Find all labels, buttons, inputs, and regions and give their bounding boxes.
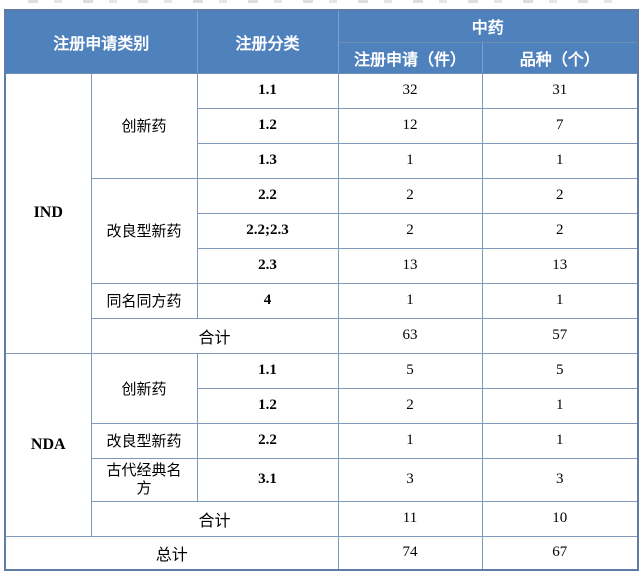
varieties-cell: 1 [481,422,639,459]
varieties-cell: 57 [481,317,639,354]
table-row: 2.2;2.3 2 2 [5,212,639,249]
varieties-cell: 10 [481,500,639,537]
ind-same-name-label: 同名同方药 [90,282,198,319]
header-applications: 注册申请（件） [337,41,483,74]
table-row: 1.2 2 1 [5,387,639,424]
tcm-registration-table: 注册申请类别 注册分类 中药 注册申请（件） 品种（个） IND 创新药 1.1… [4,9,640,571]
classification-cell: 2.2;2.3 [196,212,339,249]
applications-cell: 1 [337,142,483,179]
applications-cell: 3 [337,457,483,502]
applications-cell: 2 [337,387,483,424]
nda-classic-label: 古代经典名方 [90,457,198,502]
nda-category-cell: NDA [4,352,92,537]
varieties-cell: 31 [481,72,639,109]
nda-subtotal-row: 合计 11 10 [5,500,639,537]
table-row: 同名同方药 4 1 1 [5,282,639,319]
grand-total-label: 总计 [4,535,339,571]
cropped-text-remnant [28,0,613,3]
classification-cell: 1.1 [196,72,339,109]
nda-subtotal-label: 合计 [90,500,339,537]
ind-category-cell: IND [4,72,92,354]
applications-cell: 1 [337,422,483,459]
classification-cell: 2.2 [196,177,339,214]
classification-cell: 2.3 [196,247,339,284]
ind-subtotal-row: 合计 63 57 [5,317,639,354]
applications-cell: 13 [337,247,483,284]
varieties-cell: 13 [481,247,639,284]
classification-cell: 2.2 [196,422,339,459]
ind-improved-label: 改良型新药 [90,177,198,284]
varieties-cell: 1 [481,387,639,424]
nda-innovative-label: 创新药 [90,352,198,424]
varieties-cell: 3 [481,457,639,502]
classification-cell: 1.3 [196,142,339,179]
applications-cell: 12 [337,107,483,144]
table-row: 1.3 1 1 [5,142,639,179]
nda-improved-label: 改良型新药 [90,422,198,459]
table-row: IND 创新药 1.1 32 31 [4,72,639,354]
header-category: 注册申请类别 [4,9,198,74]
ind-subtotal-label: 合计 [90,317,339,354]
table-row: 1.2 12 7 [5,107,639,144]
varieties-cell: 1 [481,142,639,179]
header-varieties: 品种（个） [481,41,639,74]
header-group-tcm: 中药 [337,9,639,43]
classification-cell: 1.2 [196,107,339,144]
table-row: 改良型新药 2.2 1 1 [5,422,639,459]
table-row: NDA 创新药 1.1 5 5 [4,352,639,537]
applications-cell: 74 [337,535,483,571]
varieties-cell: 7 [481,107,639,144]
classification-cell: 1.2 [196,387,339,424]
varieties-cell: 67 [481,535,639,571]
grand-total-row: 总计 74 67 [4,535,639,571]
classification-cell: 1.1 [196,352,339,389]
varieties-cell: 5 [481,352,639,389]
classification-cell: 4 [196,282,339,319]
table-row: 改良型新药 2.2 2 2 [5,177,639,284]
applications-cell: 1 [337,282,483,319]
applications-cell: 5 [337,352,483,389]
table-row: 2.3 13 13 [5,247,639,284]
applications-cell: 2 [337,212,483,249]
classification-cell: 3.1 [196,457,339,502]
table-row: 古代经典名方 3.1 3 3 [5,457,639,502]
ind-innovative-label: 创新药 [90,72,198,179]
applications-cell: 2 [337,177,483,214]
applications-cell: 32 [337,72,483,109]
varieties-cell: 2 [481,212,639,249]
applications-cell: 63 [337,317,483,354]
varieties-cell: 2 [481,177,639,214]
applications-cell: 11 [337,500,483,537]
header-classification: 注册分类 [196,9,339,74]
varieties-cell: 1 [481,282,639,319]
